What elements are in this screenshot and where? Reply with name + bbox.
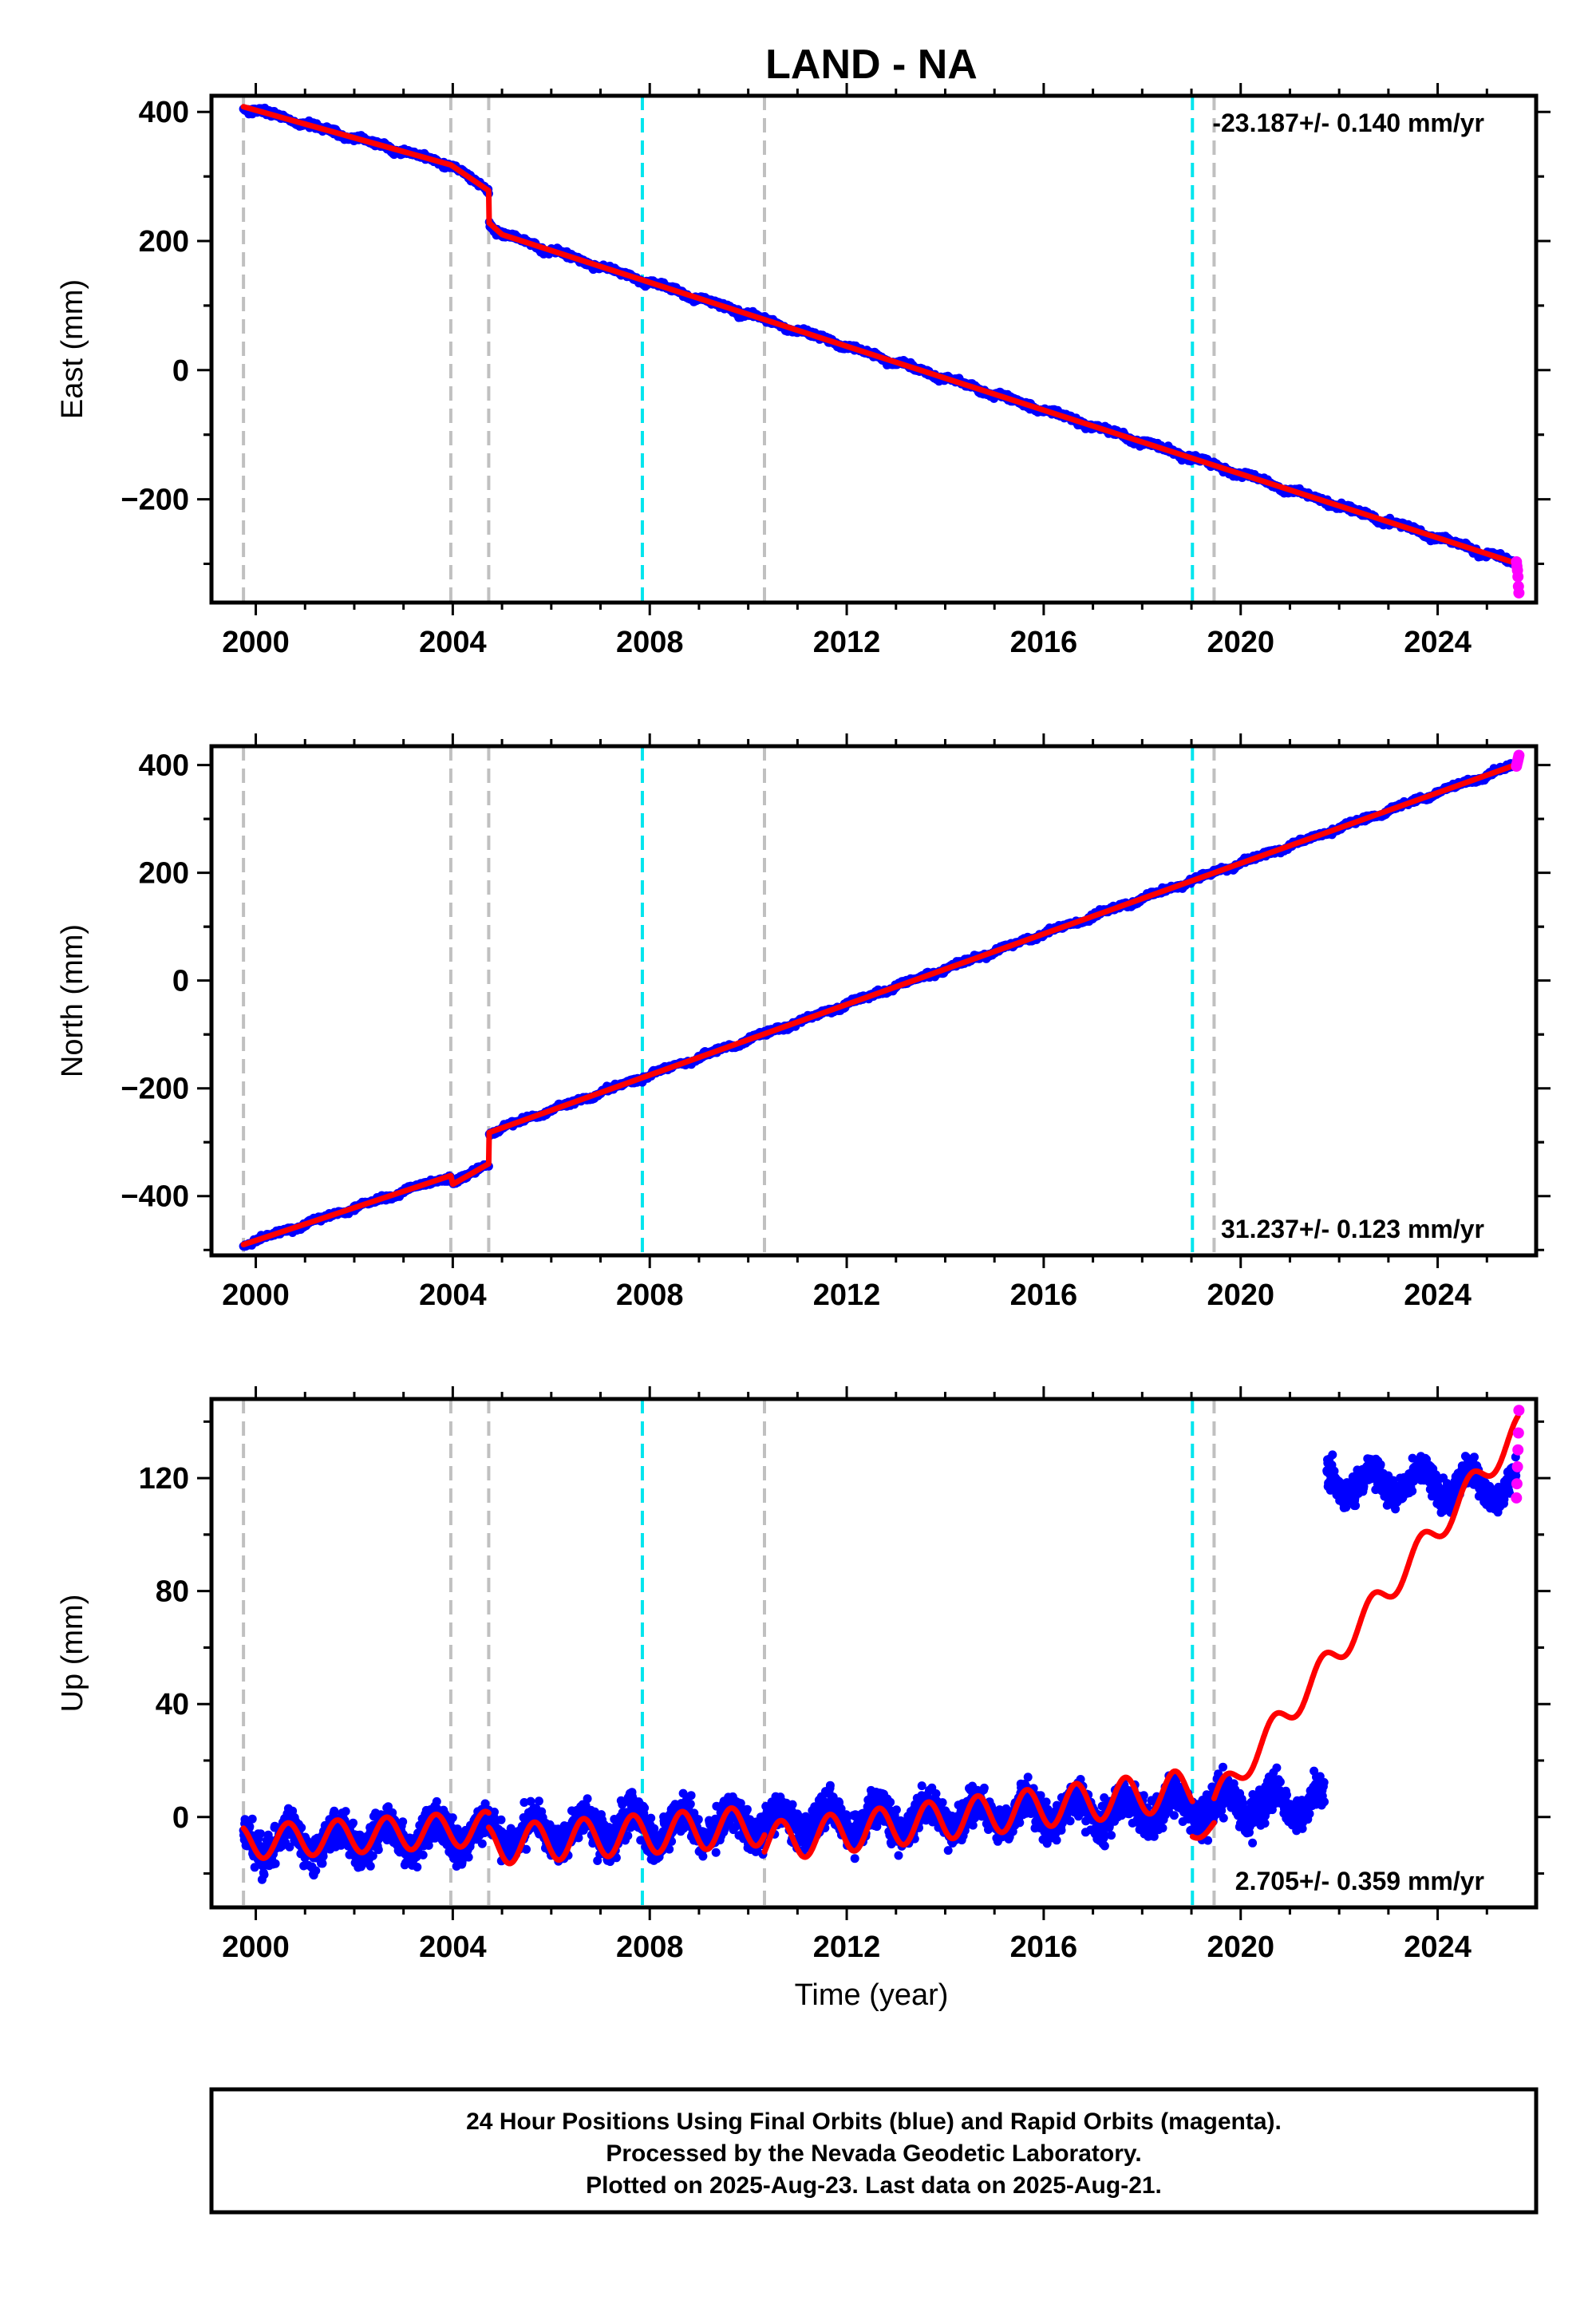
y-tick-label: −200 xyxy=(120,1073,189,1106)
data-point xyxy=(365,1861,375,1871)
y-tick-label: 200 xyxy=(139,857,189,891)
model-fit-line xyxy=(240,761,1521,1247)
rapid-orbit-points xyxy=(1511,749,1525,772)
data-point xyxy=(271,1859,280,1868)
rate-label: -23.187+/- 0.140 mm/yr xyxy=(1212,109,1484,137)
x-tick-label: 2004 xyxy=(419,626,487,659)
x-tick-label: 2016 xyxy=(1010,1279,1078,1312)
data-point xyxy=(341,1807,350,1816)
rate-label: 31.237+/- 0.123 mm/yr xyxy=(1221,1215,1484,1243)
panels: 2000 2004 2008 2012 2016 2020 2024−2000200400E… xyxy=(56,83,1551,1964)
x-tick-label: 2024 xyxy=(1404,626,1472,659)
y-tick-label: 400 xyxy=(139,96,189,129)
data-point xyxy=(311,1866,321,1875)
x-tick-label: 2008 xyxy=(616,1279,684,1312)
y-tick-label: 200 xyxy=(139,225,189,259)
rapid-point xyxy=(1512,571,1524,583)
y-tick-label: −200 xyxy=(120,484,189,517)
x-tick-label: 2024 xyxy=(1404,1279,1472,1312)
rapid-point xyxy=(1513,587,1525,599)
plot-area xyxy=(239,1399,1525,1907)
x-tick-label: 2020 xyxy=(1207,1279,1274,1312)
y-axis-label: East (mm) xyxy=(56,279,89,419)
panel-north: 2000 2004 2008 2012 2016 2020 2024 −400 −200 0 200… xyxy=(56,733,1551,1312)
plot-frame xyxy=(209,744,1539,1258)
data-point xyxy=(349,1818,358,1828)
data-point xyxy=(285,1842,294,1852)
x-tick-label: 2000 xyxy=(222,626,290,659)
rapid-orbit-points xyxy=(1511,556,1525,599)
x-tick-label: 2012 xyxy=(813,626,881,659)
x-tick-label: 2000 xyxy=(222,1279,290,1312)
panel-east: 2000 2004 2008 2012 2016 2020 2024 −200 0 200 400 E… xyxy=(56,83,1551,659)
x-tick-label: 2004 xyxy=(419,1279,487,1312)
y-tick-label: 400 xyxy=(139,749,189,783)
data-point xyxy=(330,1806,339,1816)
y-tick-label: 0 xyxy=(172,965,189,998)
data-point xyxy=(259,1870,269,1879)
plot-area xyxy=(239,96,1525,603)
y-tick-label: 0 xyxy=(172,354,189,388)
y-tick-label: −400 xyxy=(120,1180,189,1214)
plot-area xyxy=(239,746,1525,1255)
chart-title: LAND - NA xyxy=(765,41,978,88)
rapid-point xyxy=(1513,749,1525,761)
data-point xyxy=(247,1814,257,1824)
plot-frame xyxy=(209,93,1539,605)
x-tick-label: 2016 xyxy=(1010,626,1078,659)
y-axis-label: North (mm) xyxy=(56,924,89,1077)
x-tick-label: 2012 xyxy=(813,1279,881,1312)
model-fit-line xyxy=(240,104,1521,567)
x-tick-label: 2020 xyxy=(1207,626,1274,659)
data-point xyxy=(256,1829,266,1839)
x-tick-label: 2008 xyxy=(616,626,684,659)
